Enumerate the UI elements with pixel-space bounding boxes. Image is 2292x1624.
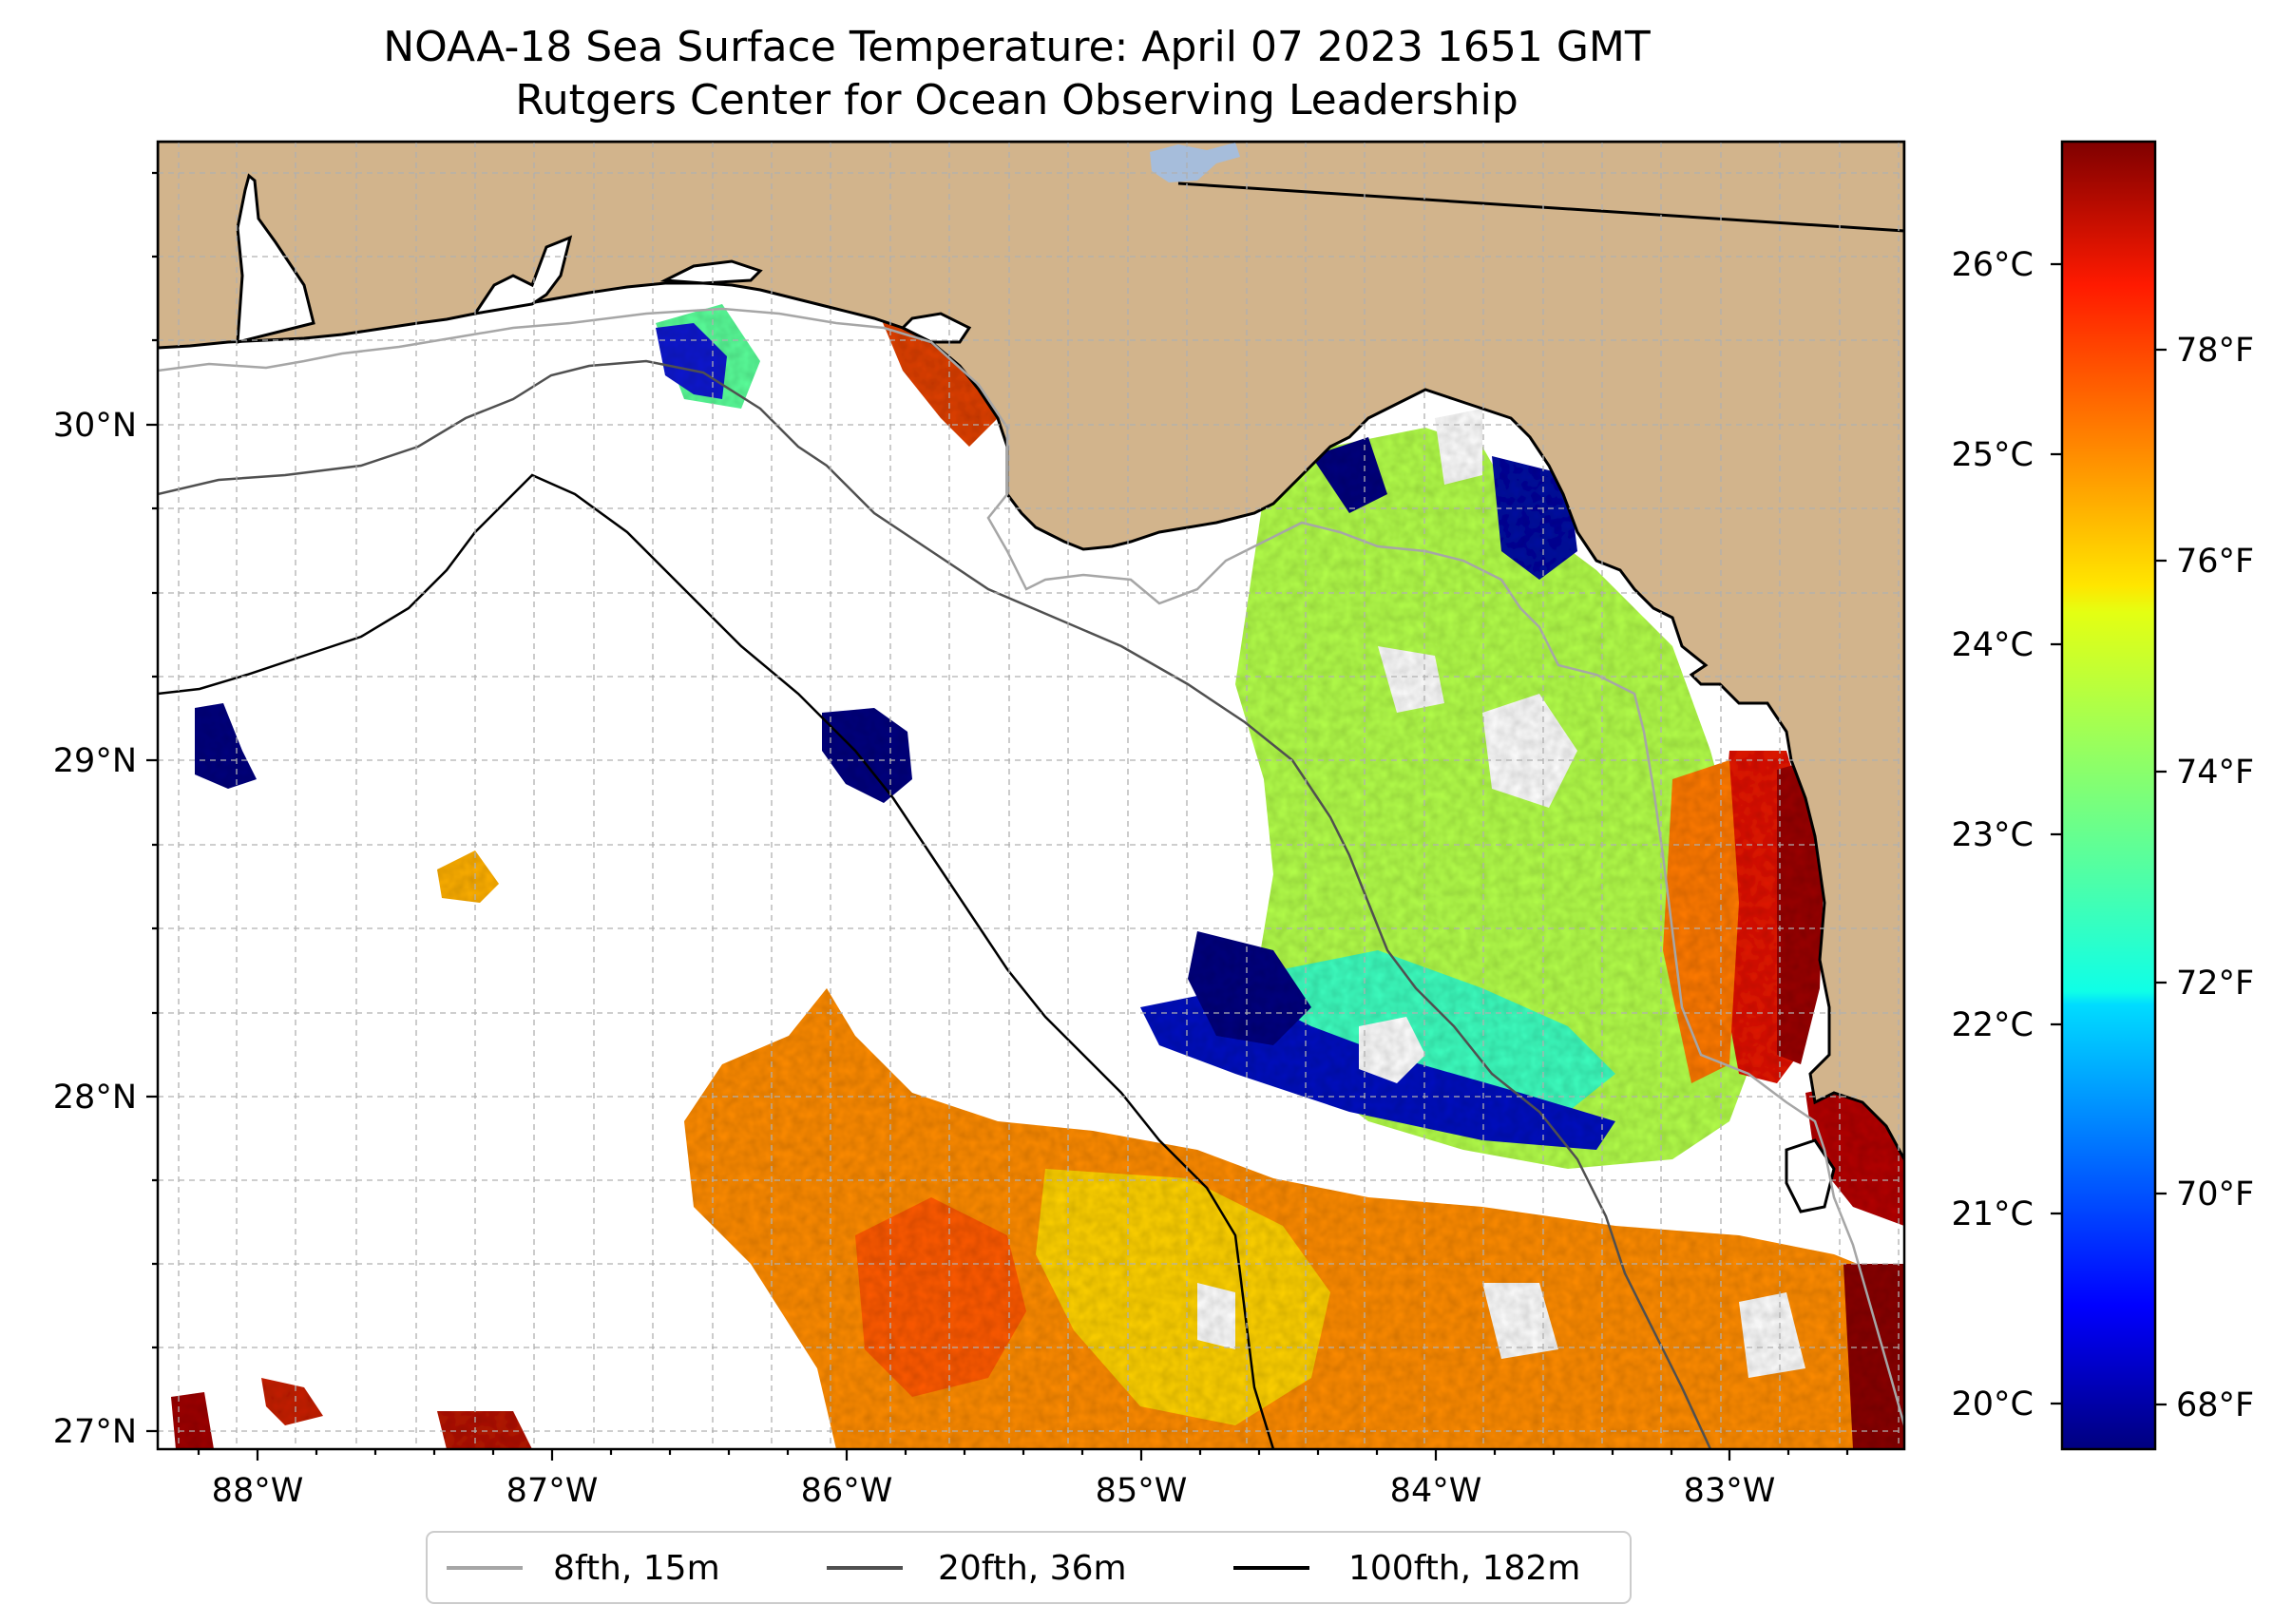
legend-label: 8fth, 15m — [553, 1549, 720, 1588]
mobile-bay — [236, 173, 315, 344]
map-frame — [156, 140, 1906, 1451]
sst-yellow-south — [1036, 1169, 1330, 1425]
contour-20fth-36m — [158, 359, 1712, 1449]
sst-red-sw-corner — [1843, 1264, 1904, 1449]
sst-warm-spot-w — [437, 850, 499, 903]
legend-box — [426, 1531, 1632, 1604]
sst-darkred-coast — [1777, 760, 1824, 1064]
x-tick-label: 84°W — [1390, 1472, 1482, 1510]
land-mass — [158, 142, 1904, 1160]
x-tick-label: 86°W — [801, 1472, 893, 1510]
sst-coastal-red — [879, 314, 998, 447]
celsius-label: 21°C — [1952, 1195, 2034, 1233]
celsius-label: 25°C — [1952, 436, 2034, 474]
celsius-label: 20°C — [1952, 1385, 2034, 1423]
sst-cold-spot-w — [195, 703, 257, 789]
cloud-hole-3 — [1378, 646, 1444, 713]
sst-blue-patch-ne — [1492, 456, 1577, 580]
y-tick-label: 29°N — [53, 742, 137, 780]
colorbar: 20°C 21°C 22°C 23°C 24°C 25°C 26°C 68°F … — [1952, 140, 2254, 1451]
contour-8fth-15m — [158, 307, 1904, 1426]
legend-label: 20fth, 36m — [938, 1549, 1127, 1588]
y-tick-label: 27°N — [53, 1413, 137, 1451]
legend-item: 20fth, 36m — [827, 1549, 1127, 1588]
fahrenheit-label: 72°F — [2176, 965, 2254, 1003]
fahrenheit-label: 74°F — [2176, 754, 2254, 792]
celsius-label: 22°C — [1952, 1006, 2034, 1044]
fahrenheit-label: 70°F — [2176, 1175, 2254, 1213]
cloud-hole-6 — [1197, 1283, 1235, 1349]
sst-blue-patch-ne2 — [1311, 437, 1387, 513]
x-tick-label: 85°W — [1096, 1472, 1188, 1510]
celsius-label: 24°C — [1952, 626, 2034, 664]
colorbar-gradient — [2060, 140, 2157, 1451]
cloud-hole-2 — [1482, 694, 1577, 808]
x-tick-label: 87°W — [506, 1472, 599, 1510]
map-title-line1: NOAA-18 Sea Surface Temperature: April 0… — [383, 23, 1651, 71]
sst-coastal-nw2 — [656, 323, 727, 399]
legend: 8fth, 15m 20fth, 36m 100fth, 182m — [426, 1531, 1632, 1604]
sst-sw-red-2 — [261, 1378, 323, 1425]
cloud-hole-7 — [1435, 409, 1482, 485]
colorbar-celsius-labels: 20°C 21°C 22°C 23°C 24°C 25°C 26°C — [1952, 246, 2034, 1423]
sst-sw-red-3 — [437, 1411, 532, 1449]
map-ticks — [146, 171, 1849, 1461]
sst-sw-red-1 — [171, 1392, 214, 1449]
colorbar-celsius-ticks — [2051, 262, 2062, 1405]
map-panel — [158, 142, 1904, 1449]
sst-blue-streak-2 — [1188, 931, 1311, 1045]
cloud-hole-1 — [1359, 1017, 1425, 1083]
x-tick-label: 83°W — [1684, 1472, 1776, 1510]
legend-item: 100fth, 182m — [1233, 1549, 1580, 1588]
map-title-line2: Rutgers Center for Ocean Observing Leade… — [515, 76, 1518, 124]
legend-item: 8fth, 15m — [447, 1549, 720, 1588]
tampa-bay — [1785, 1138, 1836, 1213]
x-tick-labels: 88°W 87°W 86°W 85°W 84°W 83°W — [212, 1472, 1776, 1510]
cloud-hole-5 — [1739, 1292, 1805, 1378]
x-tick-label: 88°W — [212, 1472, 304, 1510]
contour-100fth-182m — [158, 473, 1275, 1449]
celsius-label: 23°C — [1952, 816, 2034, 854]
cloud-hole-4 — [1482, 1283, 1558, 1359]
y-tick-labels: 27°N 28°N 29°N 30°N — [53, 407, 137, 1451]
celsius-label: 26°C — [1952, 246, 2034, 284]
sst-data-field — [171, 304, 1904, 1449]
state-border — [1177, 182, 1904, 233]
colorbar-fahrenheit-labels: 68°F 70°F 72°F 74°F 76°F 78°F — [2176, 332, 2254, 1424]
legend-label: 100fth, 182m — [1348, 1549, 1580, 1588]
colorbar-fahrenheit-ticks — [2155, 348, 2167, 1406]
fahrenheit-label: 68°F — [2176, 1386, 2254, 1424]
sst-cold-spot-mid — [822, 708, 912, 803]
y-tick-label: 30°N — [53, 407, 137, 445]
y-tick-label: 28°N — [53, 1079, 137, 1117]
fahrenheit-label: 78°F — [2176, 332, 2254, 370]
gridlines — [158, 142, 1904, 1449]
fahrenheit-label: 76°F — [2176, 543, 2254, 581]
